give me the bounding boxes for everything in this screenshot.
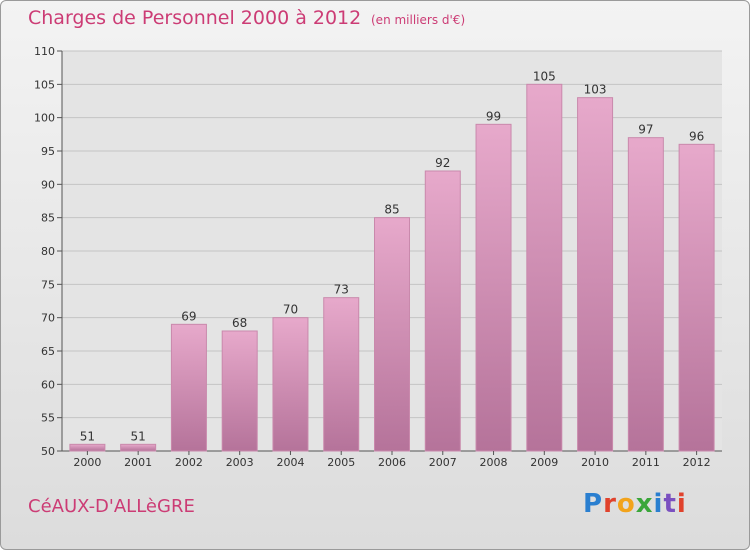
y-tick-label: 80 bbox=[41, 245, 55, 258]
bar-value-label: 105 bbox=[533, 69, 556, 83]
x-tick-label: 2011 bbox=[632, 456, 660, 469]
bar bbox=[526, 83, 563, 452]
brand-letter: P bbox=[583, 489, 604, 519]
brand-letter: t bbox=[663, 489, 677, 519]
x-tick-label: 2002 bbox=[175, 456, 203, 469]
y-tick-label: 65 bbox=[41, 345, 55, 358]
bar-value-label: 85 bbox=[384, 203, 399, 217]
bar bbox=[170, 323, 207, 452]
bar-value-label: 51 bbox=[80, 429, 95, 443]
bar bbox=[627, 137, 664, 452]
y-tick-label: 85 bbox=[41, 212, 55, 225]
brand-letter: i bbox=[653, 489, 664, 519]
brand-letter: x bbox=[635, 489, 654, 519]
bar-value-label: 68 bbox=[232, 316, 247, 330]
bar bbox=[475, 123, 512, 452]
bar bbox=[69, 443, 106, 452]
chart-subtitle: (en milliers d'€) bbox=[371, 13, 466, 27]
x-tick-label: 2009 bbox=[530, 456, 558, 469]
x-tick-label: 2012 bbox=[683, 456, 711, 469]
bar-value-label: 97 bbox=[638, 123, 653, 137]
bar bbox=[374, 217, 410, 452]
y-tick-label: 90 bbox=[41, 178, 55, 191]
x-tick-label: 2007 bbox=[429, 456, 457, 469]
brand-letter: i bbox=[676, 489, 687, 519]
y-tick-label: 75 bbox=[41, 278, 55, 291]
brand-letter: r bbox=[603, 489, 617, 519]
bar bbox=[678, 143, 715, 452]
bar bbox=[221, 330, 258, 452]
bar-value-label: 99 bbox=[486, 109, 501, 123]
y-tick-label: 55 bbox=[41, 412, 55, 425]
bar bbox=[577, 97, 614, 452]
bar-value-label: 103 bbox=[584, 83, 607, 97]
bar bbox=[120, 443, 157, 452]
bar-value-label: 51 bbox=[131, 429, 146, 443]
y-tick-label: 105 bbox=[34, 78, 55, 91]
y-tick-label: 100 bbox=[34, 112, 55, 125]
y-tick-label: 60 bbox=[41, 378, 55, 391]
bar bbox=[424, 170, 461, 452]
bar-value-label: 69 bbox=[181, 309, 196, 323]
x-tick-label: 2010 bbox=[581, 456, 609, 469]
place-name: CéAUX-D'ALLèGRE bbox=[28, 496, 195, 517]
y-tick-label: 110 bbox=[34, 45, 55, 58]
x-tick-label: 2008 bbox=[480, 456, 508, 469]
x-tick-label: 2004 bbox=[276, 456, 304, 469]
bar bbox=[272, 317, 309, 452]
x-tick-label: 2003 bbox=[226, 456, 254, 469]
bar-value-label: 92 bbox=[435, 156, 450, 170]
brand-logo: Proxiti bbox=[583, 489, 687, 519]
bar-value-label: 70 bbox=[283, 303, 298, 317]
x-tick-label: 2005 bbox=[327, 456, 355, 469]
y-tick-label: 50 bbox=[41, 445, 55, 458]
bar-value-label: 73 bbox=[334, 283, 349, 297]
bar bbox=[323, 297, 360, 452]
x-tick-label: 2006 bbox=[378, 456, 406, 469]
x-tick-label: 2000 bbox=[73, 456, 101, 469]
y-tick-label: 70 bbox=[41, 312, 55, 325]
brand-letter: o bbox=[616, 489, 636, 519]
chart-title: Charges de Personnel 2000 à 2012 bbox=[28, 7, 362, 29]
y-tick-label: 95 bbox=[41, 145, 55, 158]
x-tick-label: 2001 bbox=[124, 456, 152, 469]
bar-value-label: 96 bbox=[689, 129, 704, 143]
